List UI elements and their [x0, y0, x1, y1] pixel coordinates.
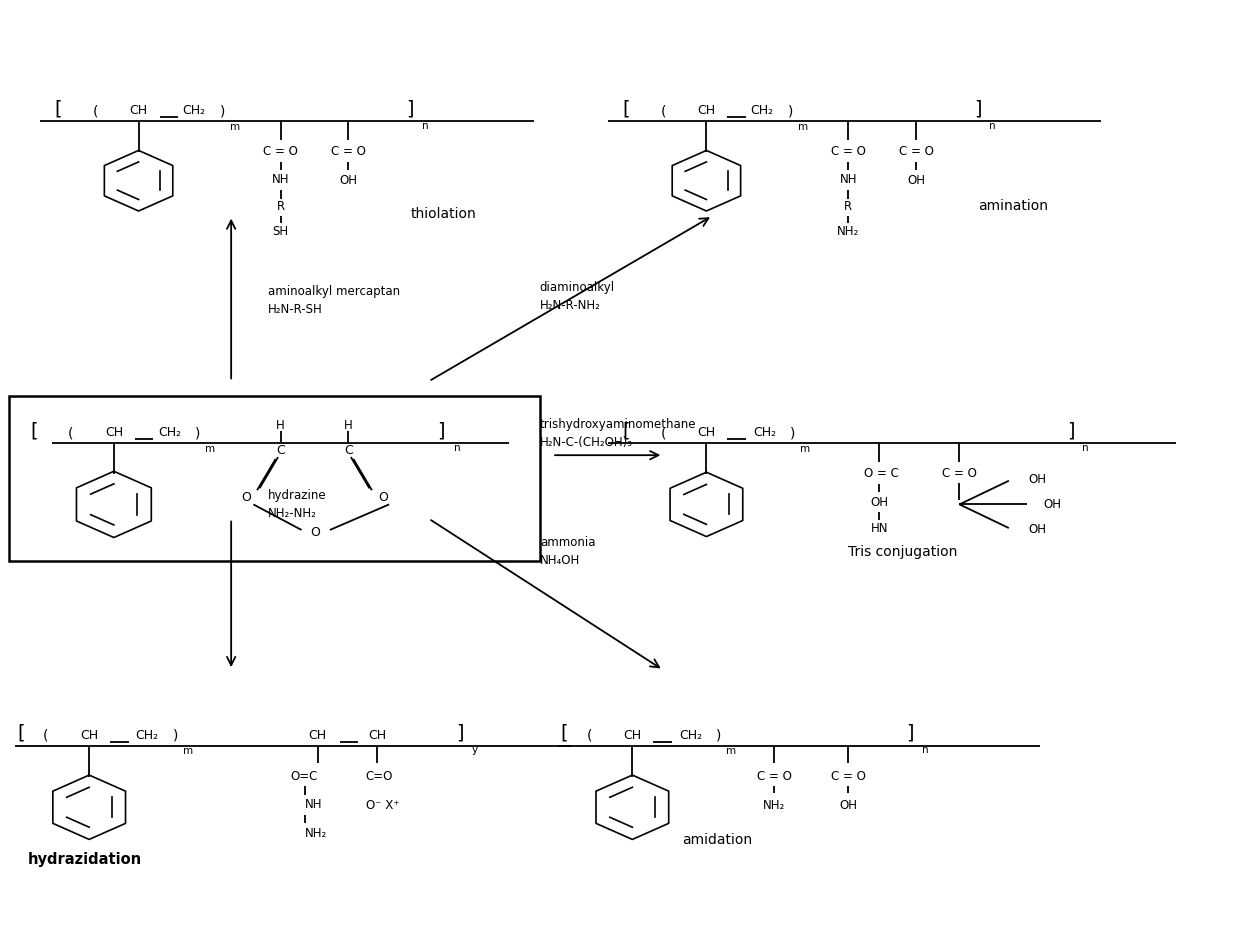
- Text: R: R: [277, 200, 285, 212]
- Text: (: (: [661, 426, 666, 440]
- Text: ]: ]: [975, 99, 982, 118]
- Text: R: R: [844, 200, 852, 212]
- Text: m: m: [182, 746, 193, 757]
- Text: CH: CH: [105, 426, 123, 439]
- Text: C = O: C = O: [899, 145, 934, 158]
- Text: C = O: C = O: [263, 145, 298, 158]
- Text: n: n: [921, 745, 929, 756]
- Text: CH: CH: [697, 105, 715, 117]
- Text: CH₂: CH₂: [157, 426, 181, 439]
- Text: NH: NH: [839, 173, 857, 187]
- Text: diaminoalkyl
H₂N-R-NH₂: diaminoalkyl H₂N-R-NH₂: [539, 281, 615, 311]
- Text: hydrazine
NH₂-NH₂: hydrazine NH₂-NH₂: [268, 489, 327, 520]
- Text: m: m: [800, 444, 810, 453]
- Text: ]: ]: [1066, 421, 1074, 440]
- Text: m: m: [205, 444, 216, 453]
- Text: hydrazidation: hydrazidation: [27, 852, 141, 867]
- Text: trishydroxyaminomethane
H₂N-C-(CH₂OH)₃: trishydroxyaminomethane H₂N-C-(CH₂OH)₃: [539, 418, 697, 449]
- Text: [: [: [55, 99, 62, 118]
- Text: ): ): [195, 426, 201, 440]
- Text: CH: CH: [129, 105, 148, 117]
- Text: [: [: [622, 99, 630, 118]
- Text: n: n: [1083, 443, 1089, 452]
- Text: O⁻ X⁺: O⁻ X⁺: [366, 799, 399, 812]
- Text: HN: HN: [870, 522, 888, 535]
- Text: (: (: [661, 104, 666, 118]
- Text: CH: CH: [697, 426, 715, 439]
- Text: OH: OH: [1029, 523, 1047, 536]
- Text: O: O: [378, 491, 388, 505]
- Text: O: O: [310, 526, 320, 539]
- Text: ]: ]: [438, 421, 445, 440]
- Text: CH₂: CH₂: [753, 426, 776, 439]
- Text: (: (: [587, 729, 591, 743]
- Text: [: [: [17, 724, 25, 743]
- Text: OH: OH: [340, 174, 357, 188]
- Text: CH: CH: [309, 729, 326, 742]
- Text: [: [: [560, 724, 568, 743]
- Text: CH: CH: [81, 729, 98, 742]
- Text: C = O: C = O: [942, 466, 977, 480]
- Text: m: m: [727, 746, 737, 757]
- Text: aminoalkyl mercaptan
H₂N-R-SH: aminoalkyl mercaptan H₂N-R-SH: [268, 286, 401, 316]
- Text: C=O: C=O: [366, 769, 393, 783]
- Text: OH: OH: [1043, 498, 1061, 511]
- Text: C: C: [343, 444, 353, 457]
- Text: Tris conjugation: Tris conjugation: [848, 545, 957, 559]
- Text: ): ): [715, 729, 722, 743]
- Text: CH₂: CH₂: [678, 729, 702, 742]
- Text: H: H: [277, 419, 285, 432]
- Text: n: n: [454, 443, 460, 452]
- Text: m: m: [797, 122, 807, 131]
- Bar: [9, 395, 539, 561]
- Text: CH₂: CH₂: [750, 105, 774, 117]
- Text: NH₂: NH₂: [763, 799, 785, 812]
- Text: O = C: O = C: [864, 466, 899, 480]
- Text: [: [: [30, 421, 37, 440]
- Text: ): ): [219, 104, 226, 118]
- Text: m: m: [229, 122, 239, 131]
- Text: CH: CH: [368, 729, 386, 742]
- Text: C = O: C = O: [831, 145, 866, 158]
- Text: OH: OH: [908, 174, 925, 188]
- Text: ): ): [787, 104, 794, 118]
- Text: NH: NH: [305, 798, 322, 811]
- Text: ]: ]: [407, 99, 414, 118]
- Text: O=C: O=C: [290, 769, 317, 783]
- Text: amidation: amidation: [682, 833, 751, 847]
- Text: ]: ]: [906, 724, 914, 743]
- Text: C = O: C = O: [331, 145, 366, 158]
- Text: y: y: [471, 745, 477, 756]
- Text: OH: OH: [839, 799, 857, 812]
- Text: SH: SH: [273, 226, 289, 238]
- Text: ammonia
NH₄OH: ammonia NH₄OH: [539, 536, 595, 567]
- Text: n: n: [422, 121, 428, 130]
- Text: [: [: [622, 421, 630, 440]
- Text: ]: ]: [456, 724, 464, 743]
- Text: (: (: [93, 104, 98, 118]
- Text: n: n: [990, 121, 996, 130]
- Text: O: O: [241, 491, 250, 505]
- Text: CH₂: CH₂: [182, 105, 206, 117]
- Text: C: C: [277, 444, 285, 457]
- Text: NH: NH: [272, 173, 289, 187]
- Text: NH₂: NH₂: [305, 827, 327, 841]
- Text: ): ): [790, 426, 796, 440]
- Text: C = O: C = O: [831, 769, 866, 783]
- Text: CH: CH: [624, 729, 641, 742]
- Text: CH₂: CH₂: [135, 729, 159, 742]
- Text: OH: OH: [1029, 473, 1047, 486]
- Text: thiolation: thiolation: [410, 207, 476, 221]
- Text: OH: OH: [870, 496, 888, 509]
- Text: ): ): [172, 729, 179, 743]
- Text: NH₂: NH₂: [837, 226, 859, 238]
- Text: (: (: [68, 426, 73, 440]
- Text: C = O: C = O: [756, 769, 792, 783]
- Text: amination: amination: [978, 199, 1048, 213]
- Text: (: (: [43, 729, 48, 743]
- Text: H: H: [343, 419, 353, 432]
